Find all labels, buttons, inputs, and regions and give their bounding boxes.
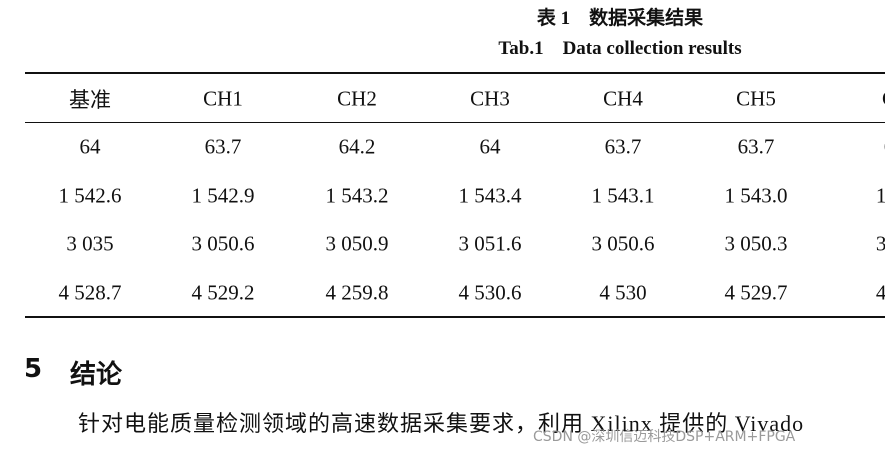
table-cell: 3 0 [875, 231, 885, 256]
table-cell: 1 542.9 [191, 183, 255, 208]
section-number: 5 [24, 354, 43, 384]
table-cell: 1 542.6 [58, 183, 122, 208]
header-rule [25, 122, 885, 123]
table-cell: 4 530.6 [458, 280, 522, 305]
table-cell: 3 035 [66, 231, 114, 256]
table-cell: 4 528.7 [58, 280, 122, 305]
header-cell: CH2 [337, 86, 377, 111]
caption-en: Tab.1 Data collection results [498, 38, 742, 59]
table-cell: 4 529.7 [724, 280, 788, 305]
table-cell: 63.7 [204, 134, 242, 159]
table-cell: 1 543.4 [458, 183, 522, 208]
table-cell: 1 543.0 [724, 183, 788, 208]
caption-cn: 表 1 数据采集结果 [536, 8, 704, 29]
table-cell: 64 [79, 134, 101, 159]
table-cell: 6 [824, 135, 885, 160]
header-cell: C [824, 87, 885, 112]
bottom-rule [25, 316, 885, 318]
table-cell: 4 530 [599, 280, 647, 305]
table-cell: 4 259.8 [325, 280, 389, 305]
table-cell: 1 543.1 [591, 183, 655, 208]
header-cell: CH3 [470, 86, 510, 111]
table-cell: 1 5 [875, 183, 885, 208]
paragraph: 针对电能质量检测领域的高速数据采集要求，利用 Xilinx 提供的 Vivado [78, 411, 805, 436]
header-cell: 基准 [69, 88, 111, 112]
table-cell: 3 050.9 [325, 231, 389, 256]
top-rule [25, 72, 885, 74]
header-cell: CH5 [736, 86, 776, 111]
table-cell: 4 529.2 [191, 280, 255, 305]
table-cell: 63.7 [604, 134, 642, 159]
header-cell: CH4 [603, 86, 643, 111]
table-cell: 64.2 [338, 134, 376, 159]
table-cell: 63.7 [737, 134, 775, 159]
table-cell: 64 [479, 134, 501, 159]
table-cell: 3 050.3 [724, 231, 788, 256]
watermark: CSDN @深圳信迈科技DSP+ARM+FPGA [533, 429, 796, 445]
table-cell: 3 050.6 [591, 231, 655, 256]
table-cell: 3 051.6 [458, 231, 522, 256]
section-title: 结论 [70, 360, 123, 390]
header-cell: CH1 [203, 86, 243, 111]
table-cell: 1 543.2 [325, 183, 389, 208]
table-cell: 4 5 [875, 280, 885, 305]
table-cell: 3 050.6 [191, 231, 255, 256]
